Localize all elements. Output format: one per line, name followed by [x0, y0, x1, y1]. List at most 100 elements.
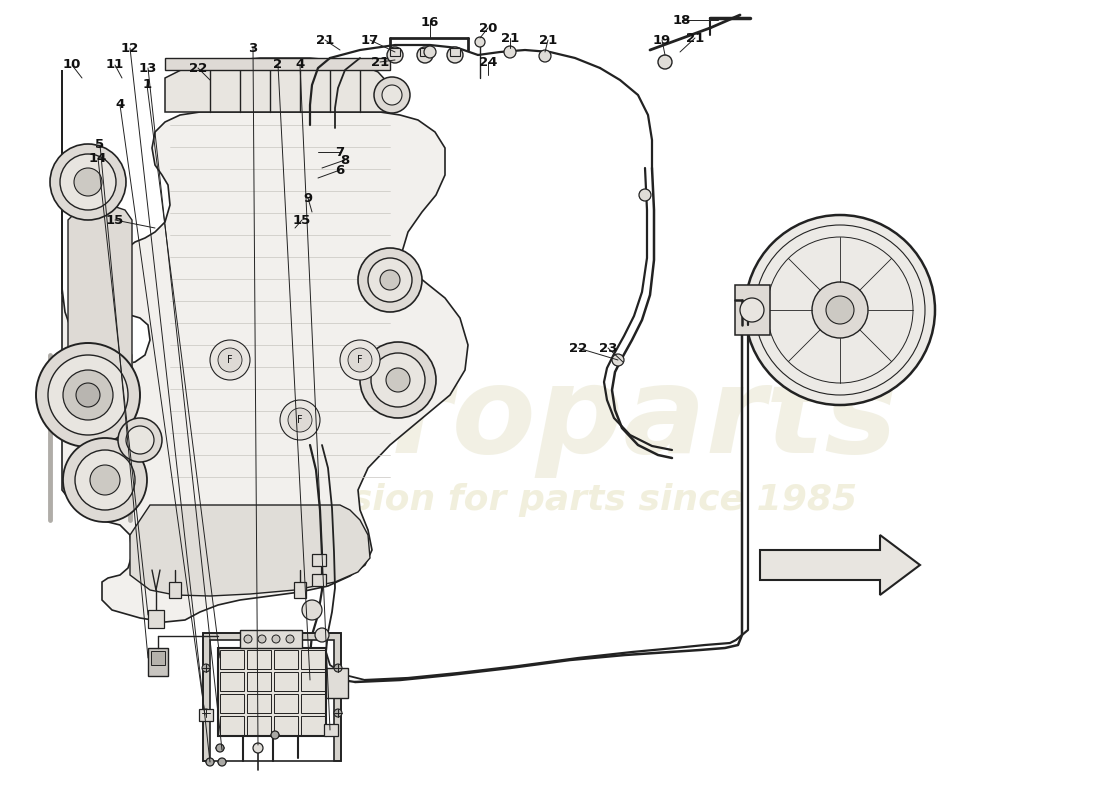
Bar	[165, 58, 390, 70]
Bar	[220, 671, 243, 690]
Circle shape	[272, 635, 280, 643]
Circle shape	[63, 370, 113, 420]
Circle shape	[286, 635, 294, 643]
Text: 17: 17	[361, 34, 379, 46]
Circle shape	[315, 628, 329, 642]
Bar	[300, 650, 324, 669]
Circle shape	[76, 383, 100, 407]
Text: 21: 21	[686, 31, 704, 45]
Bar	[312, 574, 326, 586]
Circle shape	[740, 298, 764, 322]
Circle shape	[244, 635, 252, 643]
Bar	[312, 554, 326, 566]
Text: 2: 2	[274, 58, 283, 71]
Circle shape	[216, 744, 224, 752]
Circle shape	[424, 46, 436, 58]
Circle shape	[118, 418, 162, 462]
Circle shape	[379, 270, 400, 290]
Bar	[199, 709, 213, 721]
Circle shape	[202, 664, 210, 672]
Text: 21: 21	[371, 55, 389, 69]
Text: 1: 1	[142, 78, 152, 91]
Bar	[220, 715, 243, 734]
Bar	[735, 285, 770, 335]
Bar	[300, 694, 324, 713]
Circle shape	[812, 282, 868, 338]
Text: 6: 6	[336, 163, 344, 177]
Polygon shape	[204, 633, 341, 761]
Text: 15: 15	[106, 214, 124, 226]
Text: 8: 8	[340, 154, 350, 166]
Circle shape	[74, 168, 102, 196]
Bar	[218, 648, 326, 736]
Polygon shape	[62, 70, 468, 622]
Circle shape	[253, 743, 263, 753]
Bar	[390, 48, 400, 56]
Text: 18: 18	[673, 14, 691, 26]
Circle shape	[612, 354, 624, 366]
Circle shape	[210, 340, 250, 380]
Circle shape	[639, 189, 651, 201]
Circle shape	[60, 154, 116, 210]
Circle shape	[90, 465, 120, 495]
Circle shape	[258, 635, 266, 643]
Text: 14: 14	[89, 151, 107, 165]
Text: 15: 15	[293, 214, 311, 226]
Circle shape	[206, 758, 214, 766]
Circle shape	[36, 343, 140, 447]
Circle shape	[48, 355, 128, 435]
Circle shape	[218, 348, 242, 372]
Text: 4: 4	[116, 98, 124, 111]
Text: a passion for parts since 1985: a passion for parts since 1985	[242, 483, 858, 517]
Circle shape	[50, 144, 127, 220]
Text: 12: 12	[121, 42, 139, 54]
Bar	[169, 582, 182, 598]
Circle shape	[386, 368, 410, 392]
Circle shape	[504, 46, 516, 58]
Polygon shape	[130, 505, 370, 596]
Circle shape	[417, 47, 433, 63]
Circle shape	[387, 47, 403, 63]
Text: F: F	[358, 355, 363, 365]
Polygon shape	[165, 58, 392, 112]
Text: 16: 16	[421, 15, 439, 29]
Text: F: F	[228, 355, 233, 365]
Bar	[204, 633, 341, 761]
Circle shape	[302, 600, 322, 620]
Bar	[220, 694, 243, 713]
Bar	[294, 582, 306, 598]
Bar	[246, 715, 271, 734]
Circle shape	[539, 50, 551, 62]
Text: 10: 10	[63, 58, 81, 71]
Text: 7: 7	[336, 146, 344, 158]
Text: 22: 22	[569, 342, 587, 354]
Text: 24: 24	[478, 55, 497, 69]
Circle shape	[271, 731, 279, 739]
Polygon shape	[760, 535, 920, 595]
Bar	[148, 610, 164, 628]
Text: 23: 23	[598, 342, 617, 354]
Circle shape	[360, 342, 436, 418]
Circle shape	[826, 296, 854, 324]
Bar	[450, 48, 460, 56]
Polygon shape	[68, 205, 132, 440]
Text: 22: 22	[189, 62, 207, 74]
Circle shape	[280, 400, 320, 440]
Circle shape	[126, 426, 154, 454]
Bar	[274, 715, 297, 734]
Bar	[274, 694, 297, 713]
Bar	[220, 650, 243, 669]
Bar	[274, 650, 297, 669]
Circle shape	[202, 709, 210, 717]
Text: 21: 21	[316, 34, 334, 46]
Bar	[148, 648, 168, 676]
Circle shape	[382, 85, 402, 105]
Circle shape	[745, 215, 935, 405]
Text: 5: 5	[96, 138, 104, 151]
Text: 4: 4	[296, 58, 305, 71]
Bar	[151, 651, 165, 665]
Bar	[240, 630, 303, 648]
Bar	[420, 48, 430, 56]
Bar	[274, 671, 297, 690]
Bar	[246, 671, 271, 690]
